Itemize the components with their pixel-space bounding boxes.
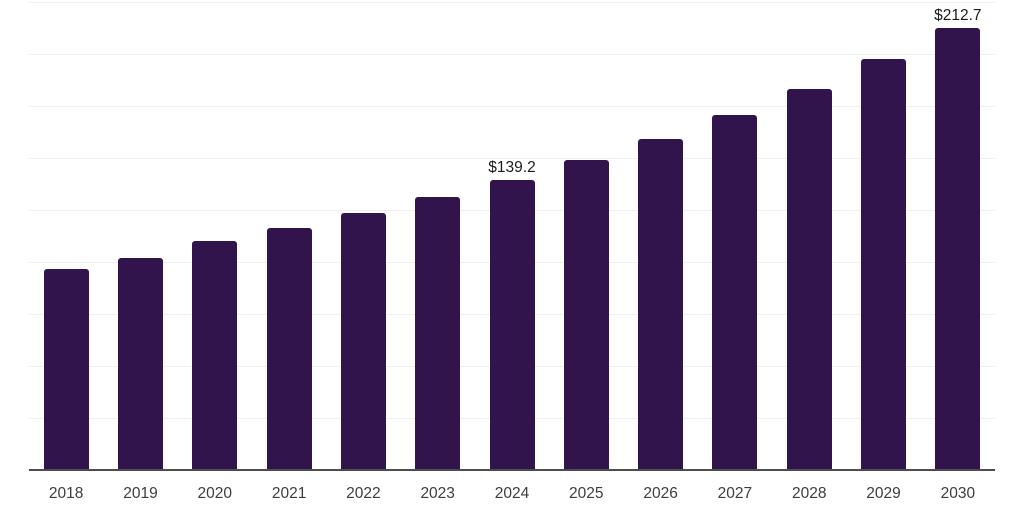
x-tick-label-2023: 2023: [420, 485, 455, 502]
bar-2026: [638, 139, 684, 470]
gridline: [29, 2, 995, 3]
x-axis-line: [29, 469, 995, 471]
bar-2029: [861, 58, 907, 470]
x-tick-label-2027: 2027: [717, 485, 753, 502]
bar-2018: [43, 269, 89, 470]
gridline: [29, 106, 995, 107]
x-tick-label-2028: 2028: [791, 485, 827, 502]
x-tick-label-2021: 2021: [271, 485, 307, 502]
bar-2023: [415, 196, 461, 470]
bar-2025: [563, 160, 609, 470]
x-tick-label-2019: 2019: [123, 485, 158, 502]
bar-2027: [712, 114, 758, 470]
x-tick-label-2025: 2025: [569, 485, 604, 502]
x-tick-label-2020: 2020: [197, 485, 232, 502]
x-tick-label-2029: 2029: [866, 485, 901, 502]
bar-2021: [266, 227, 312, 470]
x-tick-label-2030: 2030: [940, 485, 976, 502]
bar-2024: [489, 180, 535, 470]
bar-2028: [786, 88, 832, 470]
bar-2020: [192, 240, 238, 470]
x-tick-label-2022: 2022: [346, 485, 381, 502]
x-tick-label-2026: 2026: [643, 485, 678, 502]
bar-2022: [340, 212, 386, 470]
bar-2030: [935, 27, 981, 470]
bar-2019: [117, 258, 163, 470]
data-label-2024: $139.2: [488, 159, 536, 177]
gridline: [29, 54, 995, 55]
x-tick-label-2018: 2018: [48, 485, 84, 502]
gridline: [29, 158, 995, 159]
data-label-2030: $212.7: [934, 6, 982, 24]
x-tick-label-2024: 2024: [494, 485, 530, 502]
